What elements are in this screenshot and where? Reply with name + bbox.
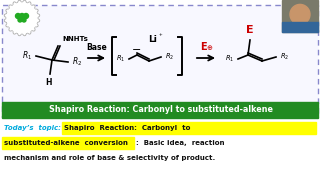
Bar bbox=[62, 122, 316, 134]
Text: E: E bbox=[200, 42, 206, 52]
Circle shape bbox=[7, 3, 37, 33]
Text: substituted-alkene  conversion: substituted-alkene conversion bbox=[4, 140, 128, 146]
Circle shape bbox=[20, 14, 25, 19]
Text: Shapiro  Reaction:  Carbonyl  to: Shapiro Reaction: Carbonyl to bbox=[64, 125, 190, 131]
Bar bbox=[0, 118, 320, 180]
Circle shape bbox=[18, 18, 22, 22]
Polygon shape bbox=[4, 0, 40, 36]
FancyBboxPatch shape bbox=[2, 5, 318, 118]
Text: $R_2$: $R_2$ bbox=[165, 52, 174, 62]
Text: Li: Li bbox=[148, 35, 157, 44]
Bar bbox=[282, 22, 318, 32]
Bar bbox=[282, 0, 318, 32]
Circle shape bbox=[23, 14, 28, 19]
Circle shape bbox=[15, 14, 20, 19]
Text: Today’s  topic:: Today’s topic: bbox=[4, 125, 61, 131]
Text: $R_1$: $R_1$ bbox=[22, 50, 32, 62]
Text: ⊕: ⊕ bbox=[206, 45, 212, 51]
Circle shape bbox=[290, 4, 310, 24]
Circle shape bbox=[22, 18, 26, 22]
Text: NNHTs: NNHTs bbox=[62, 36, 88, 42]
Text: Base: Base bbox=[86, 43, 107, 52]
Text: H: H bbox=[45, 78, 51, 87]
Text: mechanism and role of base & selectivity of product.: mechanism and role of base & selectivity… bbox=[4, 155, 215, 161]
Text: Shapiro Reaction: Carbonyl to substituted-alkene: Shapiro Reaction: Carbonyl to substitute… bbox=[49, 105, 273, 114]
Text: $R_1$: $R_1$ bbox=[116, 54, 125, 64]
Text: −: − bbox=[132, 45, 142, 55]
Bar bbox=[2, 137, 134, 149]
Text: $R_1$: $R_1$ bbox=[225, 54, 234, 64]
Text: $R_2$: $R_2$ bbox=[280, 52, 289, 62]
Text: $R_2$: $R_2$ bbox=[72, 56, 82, 68]
Text: ⁺: ⁺ bbox=[158, 34, 162, 40]
Text: E: E bbox=[246, 25, 254, 35]
Text: :  Basic idea,  reaction: : Basic idea, reaction bbox=[136, 140, 225, 146]
Bar bbox=[2, 102, 318, 118]
